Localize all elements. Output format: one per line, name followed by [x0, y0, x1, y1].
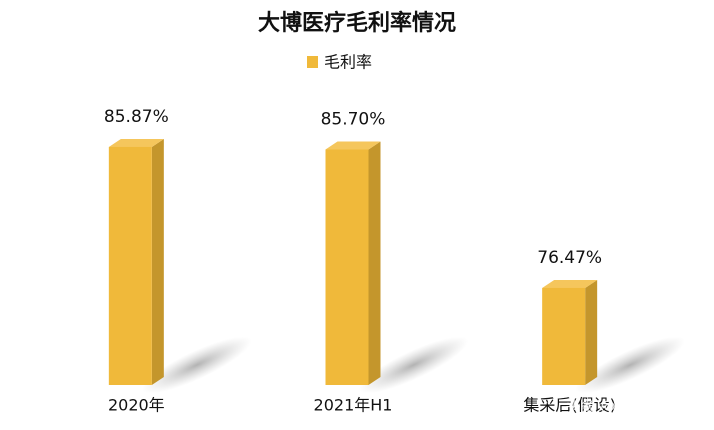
bar-front — [108, 146, 152, 385]
legend: 毛利率 — [307, 53, 372, 72]
plot-area: 2020年 85.87% 2021年H1 85.70% 集采后(假设) 76.47% — [104, 107, 685, 415]
bar — [542, 279, 598, 385]
legend-label: 毛利率 — [324, 53, 372, 72]
x-tick-label: 集采后(假设) — [523, 396, 616, 415]
data-label: 76.47% — [537, 248, 602, 268]
bar-side — [368, 141, 381, 385]
data-label: 85.70% — [321, 110, 386, 130]
bar-top — [108, 138, 164, 147]
watermark: 头条 @小北读财报 — [566, 398, 691, 416]
data-label: 85.87% — [104, 107, 169, 127]
x-tick-label: 2021年H1 — [314, 396, 393, 415]
x-tick-label: 2020年 — [108, 396, 165, 415]
bar-side — [585, 279, 598, 385]
legend-swatch — [307, 56, 318, 68]
bar-side — [151, 138, 164, 385]
bar — [108, 138, 164, 385]
bar-front — [325, 149, 369, 385]
bar-shadow — [575, 336, 685, 394]
bar-top — [325, 141, 381, 150]
bar-shadow — [358, 336, 469, 394]
bar-top — [542, 279, 598, 288]
chart-title: 大博医疗毛利率情况 — [258, 10, 456, 36]
bar — [325, 141, 381, 385]
bar-front — [542, 287, 586, 385]
bar-shadow — [142, 336, 252, 394]
